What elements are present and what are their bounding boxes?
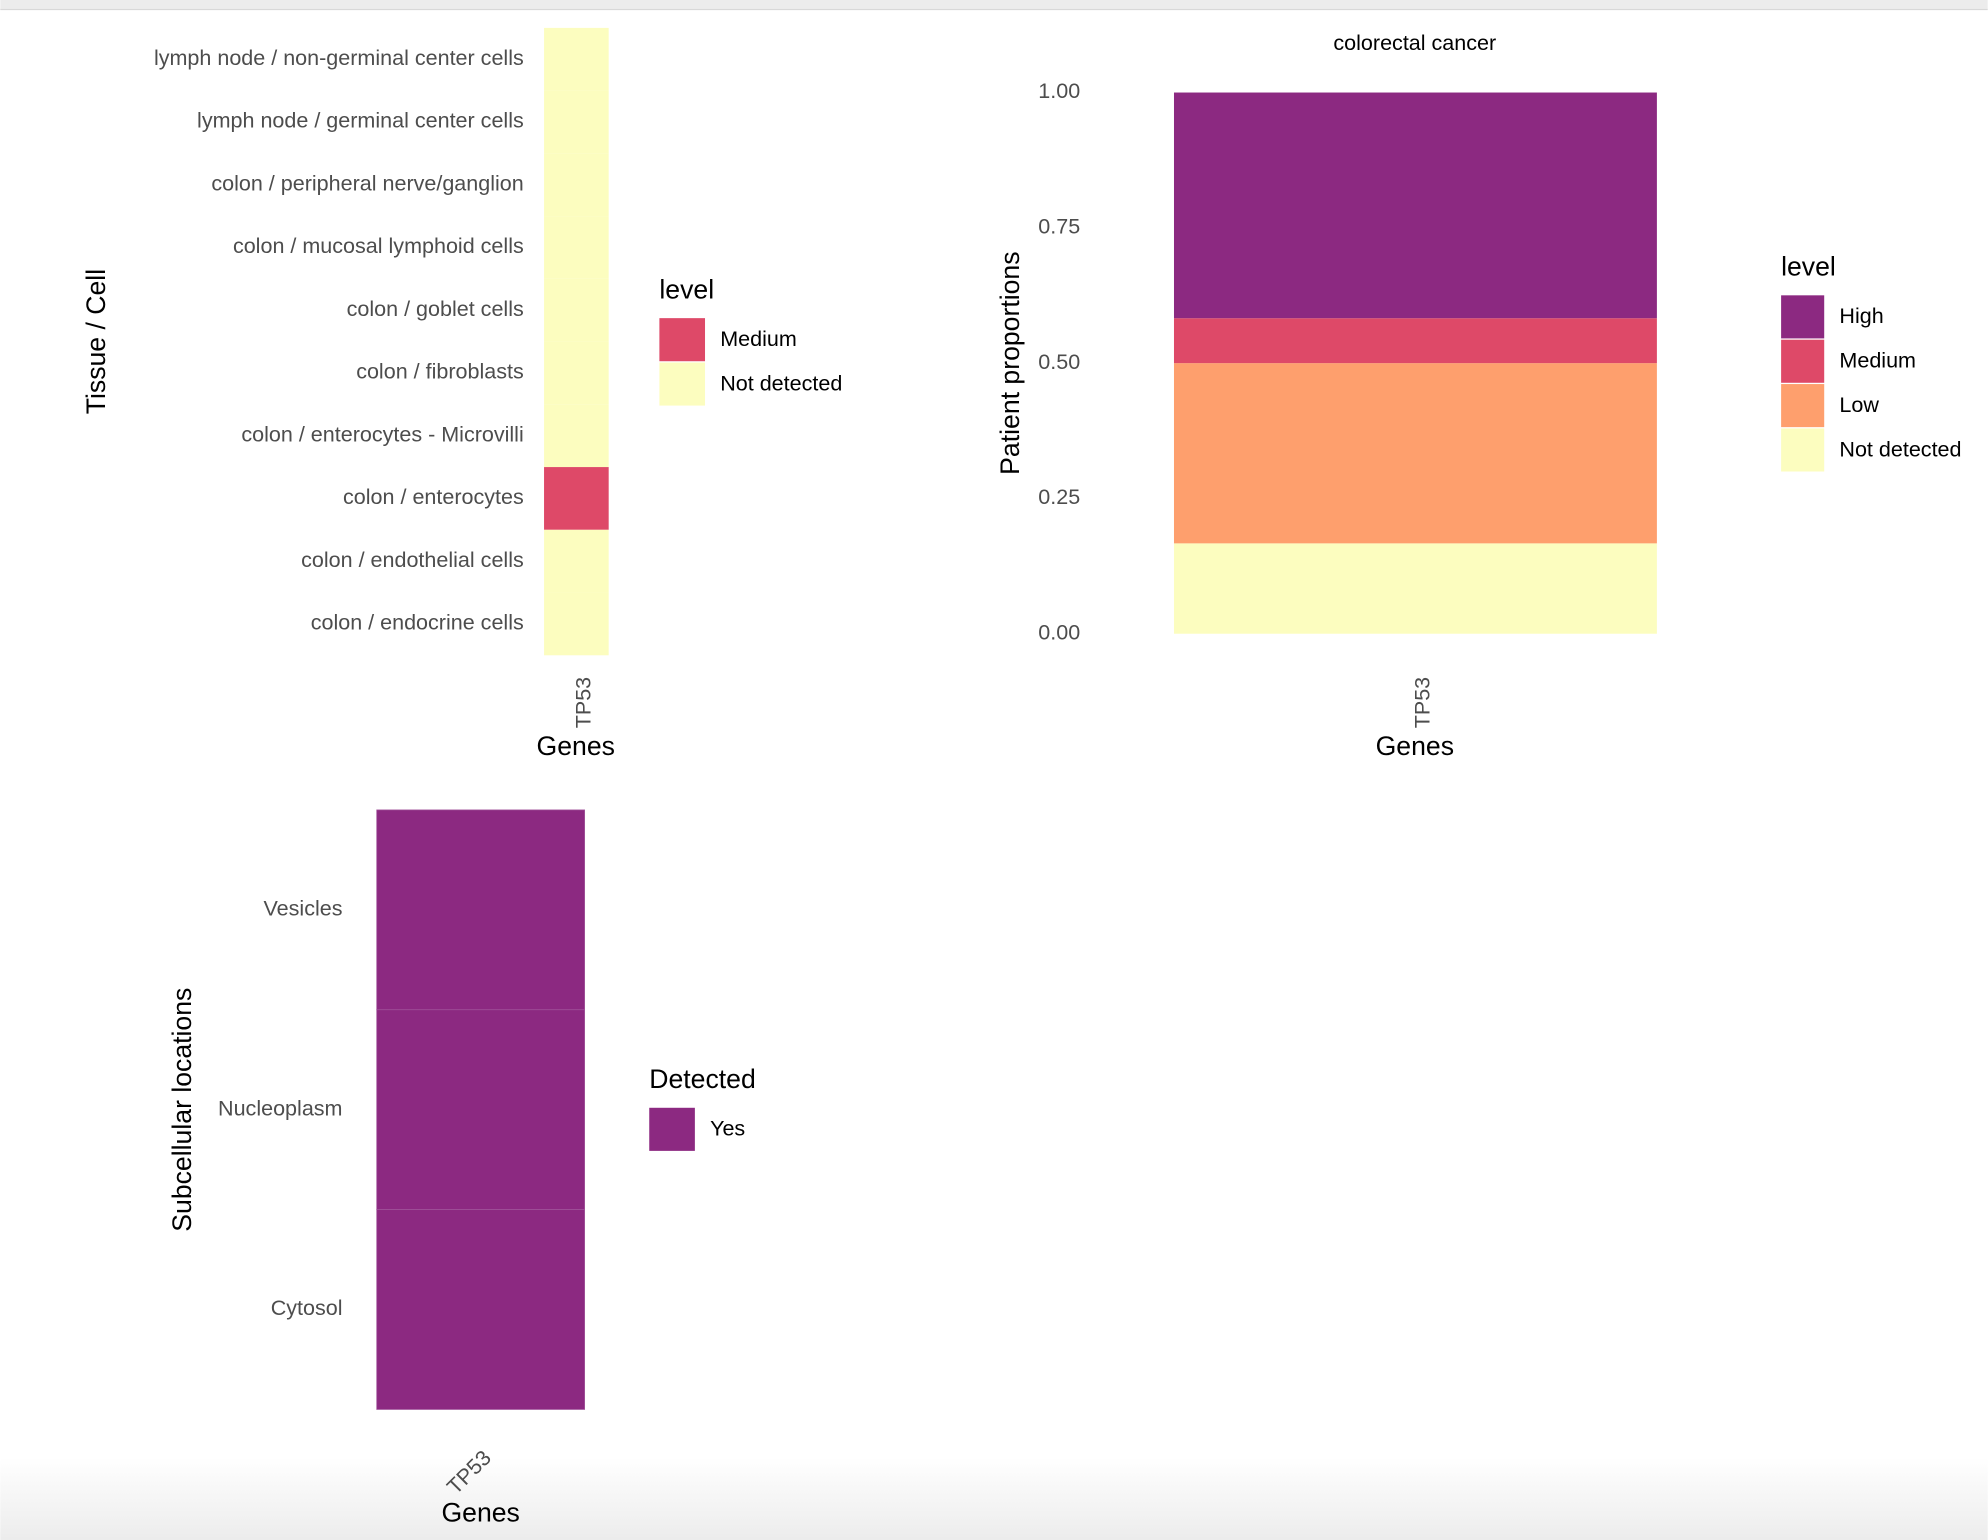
y-tick-label: colon / endothelial cells — [301, 548, 524, 572]
y-tick-label: colon / enterocytes — [343, 485, 524, 509]
y-tick-label: 0.50 — [1038, 350, 1080, 374]
y-tick-label: colon / peripheral nerve/ganglion — [211, 171, 523, 195]
legend-key — [1781, 428, 1825, 472]
legend-title: level — [659, 275, 714, 305]
bar-segment — [1173, 363, 1657, 544]
legend-key — [659, 318, 706, 362]
x-axis-title: Genes — [1376, 731, 1454, 761]
y-axis-title: Tissue / Cell — [81, 269, 111, 414]
y-axis-title: Subcellular locations — [167, 988, 197, 1232]
y-tick-label: Nucleoplasm — [218, 1096, 342, 1120]
y-tick-label: 0.75 — [1038, 215, 1080, 239]
heatmap-cell — [544, 216, 609, 279]
y-axis-title: Patient proportions — [995, 251, 1025, 474]
heatmap-cell — [544, 153, 609, 217]
heatmap-cell — [544, 278, 609, 342]
x-axis-title: Genes — [537, 731, 615, 761]
y-tick-label: 0.25 — [1038, 485, 1080, 509]
legend-key — [1781, 384, 1825, 428]
heatmap-cell — [376, 1209, 585, 1410]
x-tick-label: TP53 — [1410, 677, 1434, 728]
top-bar — [0, 0, 1988, 9]
legend-key — [659, 362, 706, 406]
y-tick-label: colon / goblet cells — [347, 297, 524, 321]
legend-label: High — [1839, 304, 1883, 328]
y-tick-label: 0.00 — [1038, 620, 1080, 644]
legend-label: Medium — [1839, 349, 1916, 373]
legend-key — [649, 1107, 695, 1151]
legend-title: level — [1781, 252, 1836, 282]
heatmap-cell — [376, 809, 585, 1011]
y-tick-label: colon / endocrine cells — [311, 611, 524, 635]
x-tick-label: TP53 — [571, 677, 595, 728]
heatmap-cell — [544, 404, 609, 468]
heatmap-cell — [544, 27, 609, 91]
bottom-shade — [0, 1457, 1988, 1540]
chart-title: colorectal cancer — [1333, 31, 1496, 55]
x-axis-title: Genes — [441, 1498, 519, 1528]
legend-label: Not detected — [1839, 437, 1961, 461]
heatmap-cell — [544, 592, 609, 656]
heatmap-cell — [544, 90, 609, 154]
legend-title: Detected — [649, 1064, 756, 1094]
bar-segment — [1173, 92, 1657, 319]
y-tick-label: Vesicles — [264, 897, 343, 921]
y-tick-label: lymph node / non-germinal center cells — [154, 46, 524, 70]
y-tick-label: colon / fibroblasts — [356, 360, 524, 384]
legend-label: Medium — [720, 327, 797, 351]
y-tick-label: Cytosol — [271, 1296, 343, 1320]
legend-key — [1781, 339, 1825, 383]
y-tick-label: colon / mucosal lymphoid cells — [233, 234, 524, 258]
heatmap-cell — [376, 1009, 585, 1210]
heatmap-cell — [544, 467, 609, 530]
heatmap-cell — [544, 529, 609, 593]
y-tick-label: lymph node / germinal center cells — [197, 109, 524, 133]
legend-key — [1781, 295, 1825, 339]
bar-segment — [1173, 318, 1657, 364]
legend-label: Yes — [710, 1117, 745, 1141]
y-tick-label: colon / enterocytes - Microvilli — [241, 422, 523, 446]
legend-label: Not detected — [720, 371, 842, 395]
legend-label: Low — [1839, 393, 1879, 417]
y-tick-label: 1.00 — [1038, 79, 1080, 103]
heatmap-cell — [544, 341, 609, 405]
bar-segment — [1173, 543, 1657, 634]
